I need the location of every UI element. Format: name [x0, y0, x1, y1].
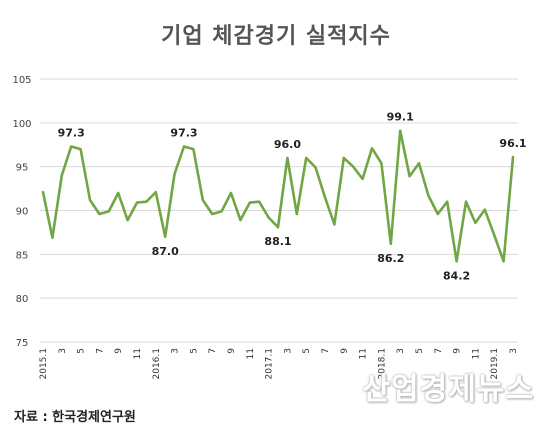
x-tick-label: 9 [114, 348, 124, 354]
watermark-logo: 산업경제뉴스 [362, 372, 534, 407]
x-tick-label: 5 [302, 348, 312, 354]
data-label: 96.1 [499, 137, 526, 150]
source-note: 자료 : 한국경제연구원 [14, 410, 136, 425]
data-label: 88.1 [264, 235, 291, 248]
data-label: 99.1 [387, 111, 414, 124]
data-label: 96.0 [274, 138, 301, 151]
data-label: 87.0 [152, 245, 179, 258]
x-tick-label: 3 [58, 348, 68, 354]
x-tick-label: 2019.1 [490, 348, 500, 380]
x-tick-label: 2015.1 [39, 348, 49, 380]
y-tick-label: 90 [16, 207, 29, 218]
chart-title: 기업 체감경기 실적지수 [161, 24, 391, 49]
x-tick-label: 7 [434, 348, 444, 354]
y-tick-label: 80 [16, 294, 29, 305]
series-line [41, 129, 515, 263]
x-tick-label: 3 [283, 348, 293, 354]
y-tick-label: 95 [16, 163, 29, 174]
x-tick-label: 2017.1 [265, 348, 275, 380]
x-tick-label: 5 [189, 348, 199, 354]
x-tick-label: 3 [509, 348, 519, 354]
data-label: 97.3 [58, 127, 85, 140]
x-tick-label: 9 [227, 348, 237, 354]
x-tick-label: 3 [396, 348, 406, 354]
x-tick-label: 7 [95, 348, 105, 354]
x-tick-label: 2018.1 [377, 348, 387, 380]
data-label: 97.3 [170, 127, 197, 140]
x-tick-label: 11 [246, 348, 256, 359]
x-tick-label: 11 [133, 348, 143, 359]
y-tick-label: 75 [16, 338, 29, 349]
y-tick-label: 100 [12, 119, 31, 130]
x-tick-label: 9 [340, 348, 350, 354]
x-tick-label: 5 [77, 348, 87, 354]
x-tick-label: 11 [359, 348, 369, 359]
y-tick-label: 105 [12, 75, 31, 86]
x-tick-label: 7 [321, 348, 331, 354]
x-tick-label: 2016.1 [152, 348, 162, 380]
x-tick-label: 3 [171, 348, 181, 354]
data-label: 84.2 [443, 269, 470, 282]
x-tick-label: 11 [471, 348, 481, 359]
x-tick-label: 7 [208, 348, 218, 354]
x-tick-label: 5 [415, 348, 425, 354]
x-tick-label: 9 [453, 348, 463, 354]
data-label: 86.2 [377, 252, 404, 265]
y-tick-label: 85 [16, 250, 29, 261]
